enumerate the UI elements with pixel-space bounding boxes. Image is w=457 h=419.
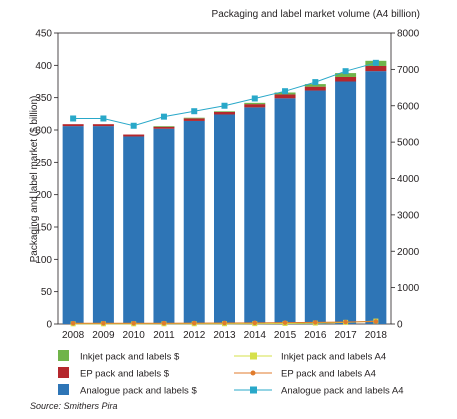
x-tick-label: 2018 <box>365 330 388 341</box>
legend-label: EP pack and labels A4 <box>281 369 376 380</box>
series-point <box>372 59 379 66</box>
series-point <box>373 319 379 324</box>
legend-marker <box>250 352 257 360</box>
left-tick-label: 250 <box>35 158 52 169</box>
left-axis-title: Packaging and label market ($ billion) <box>29 96 40 263</box>
right-tick-label: 8000 <box>397 29 420 40</box>
series-point <box>191 320 197 326</box>
bar-segment <box>244 102 266 105</box>
bar-segment <box>214 114 235 324</box>
legend-label: Analogue pack and labels $ <box>80 386 197 397</box>
left-tick-label: 0 <box>46 320 52 331</box>
right-tick-label: 1000 <box>397 283 420 294</box>
bar-segment <box>335 76 357 82</box>
series-point <box>282 320 288 325</box>
series-point <box>222 320 227 326</box>
right-tick-label: 7000 <box>397 65 420 76</box>
plot-area: 0 50 100 150 200 250 300 350 400 450 0 1000 2000 3000… <box>35 29 419 342</box>
bar-segment <box>335 73 357 77</box>
series-point <box>282 88 289 95</box>
x-tick-label: 2014 <box>244 330 267 341</box>
bar-segment <box>304 84 326 87</box>
series-point <box>251 95 258 102</box>
right-axis-title: Packaging and label market volume (A4 bi… <box>212 9 420 20</box>
series-point <box>130 122 137 129</box>
right-tick-label: 6000 <box>397 101 420 112</box>
bar-segment <box>153 126 175 129</box>
series-point <box>101 320 106 326</box>
right-tick-label: 3000 <box>397 210 420 221</box>
bar-segment <box>123 136 145 324</box>
legend-label: Inkjet pack and labels A4 <box>281 352 386 363</box>
bar-segment <box>183 120 205 325</box>
legend-swatch <box>58 384 69 395</box>
bar-segment <box>214 111 235 115</box>
bar-segment <box>304 90 326 324</box>
x-tick-label: 2015 <box>274 330 297 341</box>
bar-segment <box>123 134 145 137</box>
series-point <box>343 319 348 325</box>
legend-swatch <box>58 367 69 378</box>
right-tick-label: 0 <box>397 320 403 331</box>
series-point <box>221 102 228 109</box>
series-point <box>191 108 198 115</box>
bar-segment <box>274 98 296 325</box>
series-point <box>70 320 76 326</box>
bar-segment <box>304 86 326 91</box>
legend-swatch <box>58 350 69 361</box>
bar-segment <box>183 117 205 119</box>
bar-segment <box>183 118 205 121</box>
series-point <box>131 320 136 326</box>
left-tick-label: 50 <box>41 287 53 298</box>
series-point <box>160 113 167 120</box>
right-tick-label: 4000 <box>397 174 420 185</box>
bar-segment <box>365 65 387 72</box>
series-point <box>312 79 319 86</box>
bar-segment <box>62 124 84 127</box>
legend-label: Analogue pack and labels A4 <box>281 386 404 397</box>
bar-segment <box>335 81 357 324</box>
legend-marker <box>250 386 257 394</box>
series-point <box>313 320 318 325</box>
bar-segment <box>214 111 235 112</box>
left-tick-label: 100 <box>35 255 52 266</box>
x-tick-label: 2012 <box>183 330 206 341</box>
legend-label: EP pack and labels $ <box>80 369 170 380</box>
series-point <box>252 320 258 326</box>
left-tick-label: 400 <box>35 61 52 72</box>
x-tick-label: 2011 <box>153 330 175 341</box>
series-point <box>70 115 77 122</box>
right-tick-label: 2000 <box>397 247 420 258</box>
bar-segment <box>244 104 266 108</box>
bar-segment <box>153 126 175 127</box>
bar-segment <box>274 94 296 99</box>
bar-segment <box>365 71 387 324</box>
bar-segment <box>92 126 114 325</box>
x-tick-label: 2010 <box>123 330 146 341</box>
bar-segment <box>153 128 175 324</box>
left-tick-label: 200 <box>35 190 52 201</box>
legend-label: Inkjet pack and labels $ <box>80 352 180 363</box>
legend-marker <box>250 370 256 376</box>
right-tick-label: 5000 <box>397 138 420 149</box>
left-tick-label: 150 <box>35 223 52 234</box>
left-tick-label: 450 <box>35 29 52 40</box>
x-tick-label: 2017 <box>334 330 357 341</box>
left-tick-label: 350 <box>35 93 52 104</box>
source-note: Source: Smithers Pira <box>30 401 118 411</box>
series-point <box>100 115 107 122</box>
left-tick-label: 300 <box>35 126 52 137</box>
legend: Inkjet pack and labels $ EP pack and labe… <box>58 350 404 397</box>
x-tick-label: 2009 <box>92 330 115 341</box>
bar-segment <box>244 107 266 324</box>
x-tick-label: 2016 <box>304 330 327 341</box>
series-point <box>161 320 167 326</box>
bar-segment <box>92 124 114 127</box>
x-tick-label: 2008 <box>62 330 85 341</box>
series-point <box>342 68 349 75</box>
x-tick-label: 2013 <box>213 330 236 341</box>
bar-segment <box>62 126 84 325</box>
